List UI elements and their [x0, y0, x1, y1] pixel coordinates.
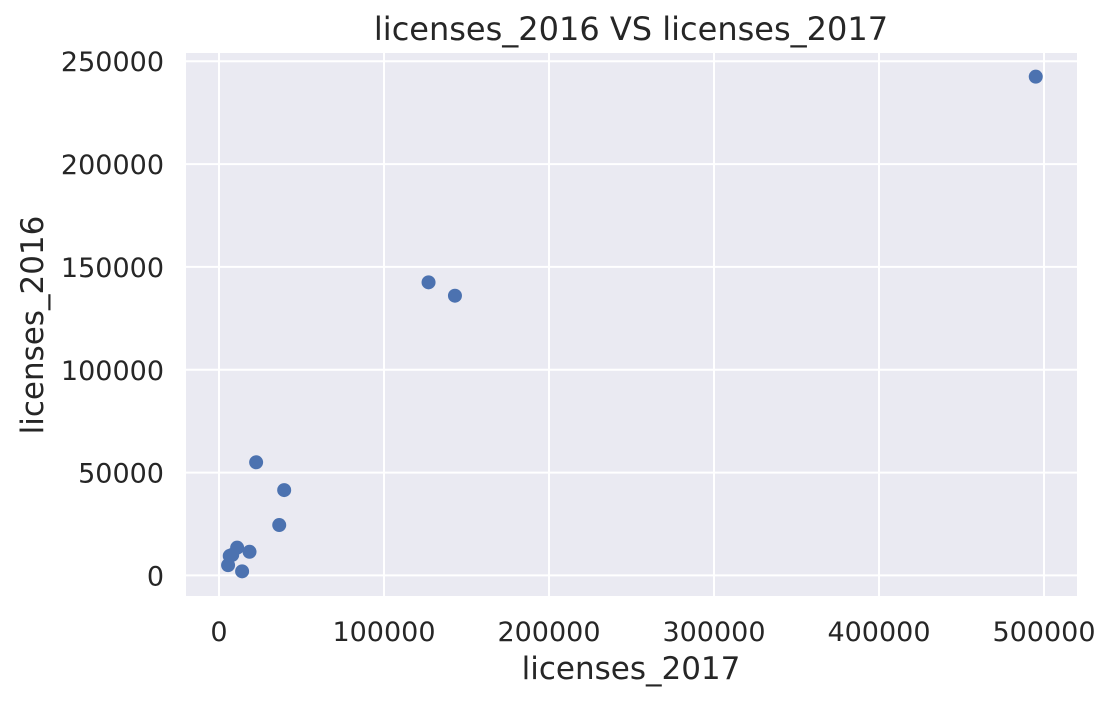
- data-points: [221, 69, 1043, 579]
- x-tick-label: 500000: [992, 617, 1095, 648]
- x-tick-label: 0: [210, 617, 227, 648]
- y-tick-label: 200000: [61, 150, 164, 181]
- chart-title: licenses_2016 VS licenses_2017: [374, 10, 888, 48]
- data-point: [242, 544, 257, 559]
- data-point: [249, 455, 264, 470]
- data-point: [421, 275, 436, 290]
- y-axis-label: licenses_2016: [15, 216, 51, 435]
- data-point: [235, 564, 250, 579]
- x-tick-label: 300000: [662, 617, 765, 648]
- plot-area: [186, 53, 1077, 596]
- x-tick-label: 400000: [827, 617, 930, 648]
- data-point: [272, 518, 287, 533]
- x-tick-label: 100000: [332, 617, 435, 648]
- y-tick-label: 250000: [61, 47, 164, 78]
- x-tick-label: 200000: [497, 617, 600, 648]
- y-gridlines: [186, 60, 1077, 577]
- y-tick-label: 50000: [78, 459, 164, 490]
- data-point: [221, 558, 236, 573]
- data-point: [1028, 69, 1043, 84]
- data-point: [277, 483, 292, 498]
- x-gridlines: [218, 53, 1045, 596]
- data-point: [447, 288, 462, 303]
- y-tick-label: 150000: [61, 253, 164, 284]
- y-tick-labels: 0 50000 100000 150000 200000 250000: [61, 47, 164, 592]
- y-tick-label: 0: [147, 561, 164, 592]
- y-tick-label: 100000: [61, 356, 164, 387]
- x-axis-label: licenses_2017: [522, 651, 741, 687]
- x-tick-labels: 0 100000 200000 300000 400000 500000: [210, 617, 1095, 648]
